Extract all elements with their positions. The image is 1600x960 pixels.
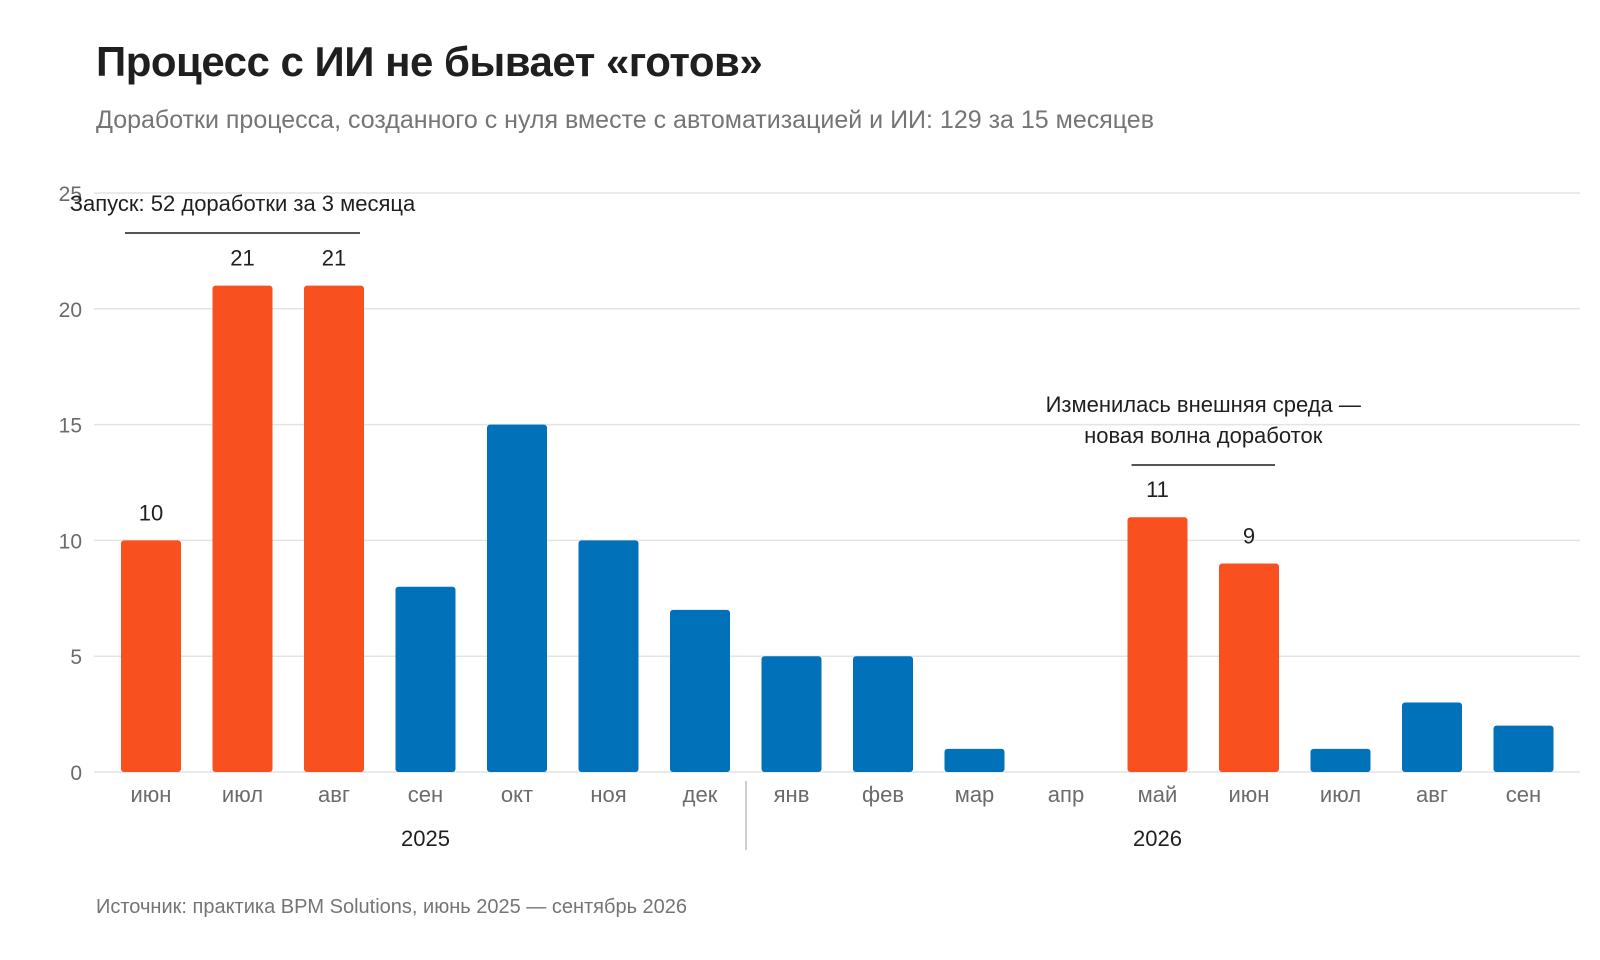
x-tick-label: май bbox=[1138, 782, 1178, 807]
bar bbox=[761, 656, 822, 772]
bar bbox=[487, 424, 547, 772]
page-subtitle: Доработки процесса, созданного с нуля вм… bbox=[96, 106, 1154, 134]
data-label: 9 bbox=[1243, 524, 1255, 549]
y-tick-label: 10 bbox=[59, 530, 82, 553]
x-tick-label: дек bbox=[683, 782, 718, 807]
y-tick-label: 15 bbox=[59, 415, 82, 438]
data-label: 21 bbox=[230, 246, 254, 271]
y-tick-label: 20 bbox=[59, 299, 82, 322]
x-tick-label: сен bbox=[408, 782, 443, 807]
source-note: Источник: практика BPM Solutions, июнь 2… bbox=[96, 896, 688, 918]
bar bbox=[1219, 563, 1279, 772]
annotation-label: новая волна доработок bbox=[1084, 423, 1323, 448]
y-tick-label: 25 bbox=[59, 183, 82, 206]
bar bbox=[304, 285, 364, 772]
x-tick-label: окт bbox=[501, 782, 533, 807]
bar bbox=[1127, 517, 1188, 772]
bar bbox=[1310, 748, 1371, 772]
x-tick-label: авг bbox=[318, 782, 350, 807]
data-label: 11 bbox=[1146, 477, 1169, 502]
x-tick-label: июн bbox=[131, 782, 172, 807]
x-tick-label: июл bbox=[222, 782, 263, 807]
x-tick-label: ноя bbox=[590, 782, 626, 807]
bar bbox=[1402, 702, 1462, 772]
x-tick-label: авг bbox=[1416, 782, 1448, 807]
annotation-label: Запуск: 52 доработки за 3 месяца bbox=[70, 191, 416, 216]
data-label: 21 bbox=[322, 246, 346, 271]
x-tick-label: июл bbox=[1320, 782, 1361, 807]
y-tick-label: 5 bbox=[70, 646, 82, 669]
bar bbox=[395, 586, 456, 772]
bar bbox=[1493, 725, 1554, 772]
y-tick-label: 0 bbox=[70, 762, 82, 785]
bar bbox=[121, 540, 181, 772]
annotation-label: Изменилась внешняя среда — bbox=[1046, 392, 1361, 417]
x-tick-label: июн bbox=[1229, 782, 1270, 807]
bar bbox=[212, 285, 273, 772]
year-label: 2025 bbox=[401, 826, 450, 851]
data-label: 10 bbox=[139, 500, 163, 525]
bar bbox=[944, 748, 1005, 772]
x-tick-label: сен bbox=[1506, 782, 1541, 807]
x-tick-label: фев bbox=[862, 782, 904, 807]
bar bbox=[578, 540, 639, 772]
year-label: 2026 bbox=[1133, 826, 1182, 851]
page-title: Процесс с ИИ не бывает «готов» bbox=[96, 38, 763, 85]
x-tick-label: апр bbox=[1048, 782, 1084, 807]
bar bbox=[670, 609, 730, 772]
bar bbox=[853, 656, 913, 772]
x-tick-label: мар bbox=[955, 782, 995, 807]
x-tick-label: янв bbox=[774, 782, 810, 807]
